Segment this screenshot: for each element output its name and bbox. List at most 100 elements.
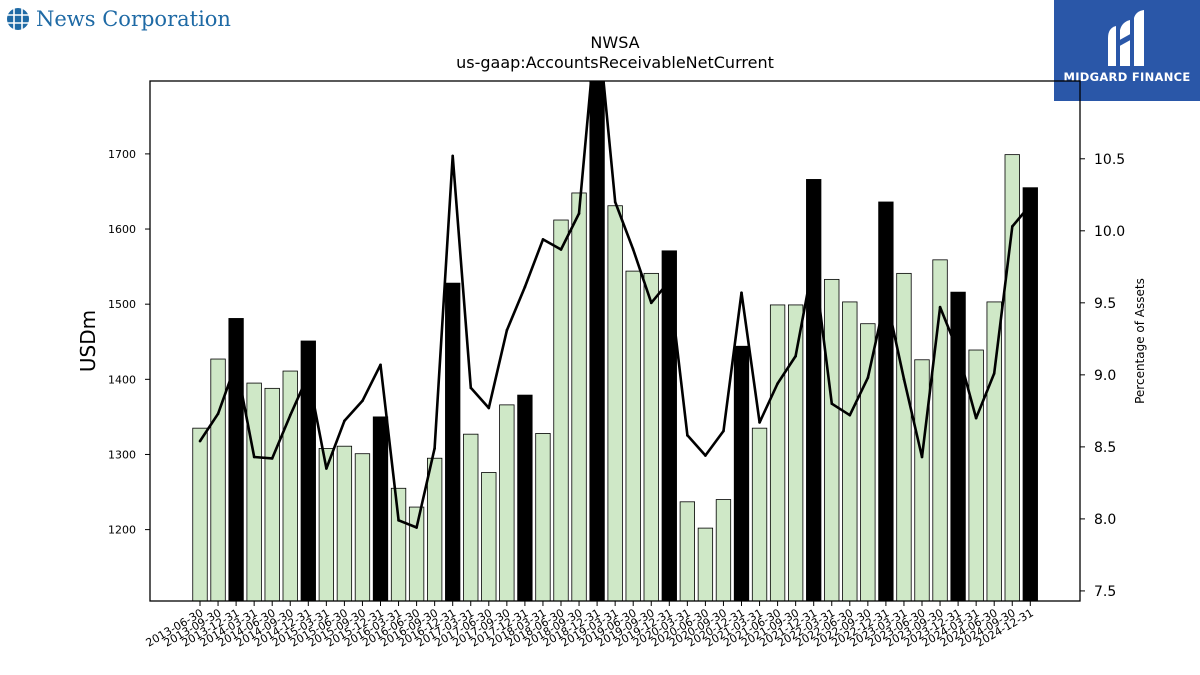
- line-point-2016-09-30: [433, 447, 436, 450]
- line-point-2024-06-30: [992, 372, 996, 375]
- bar-2019-12-31: [661, 250, 677, 601]
- line-point-2024-12-31: [1029, 203, 1032, 207]
- line-point-2015-06-30: [343, 419, 346, 423]
- line-point-2018-06-30: [559, 248, 563, 251]
- y-tick-label: 1300: [108, 448, 136, 461]
- line-point-2014-09-30: [288, 413, 292, 417]
- bar-2019-03-31: [607, 205, 623, 601]
- line-point-2014-03-31: [252, 455, 256, 459]
- line-point-2023-06-30: [920, 455, 924, 459]
- chart-subtitle: us-gaap:AccountsReceivableNetCurrent: [456, 53, 774, 72]
- bar-2015-06-30: [336, 445, 353, 601]
- globe-icon: [7, 8, 29, 30]
- line-point-2020-09-30: [722, 429, 725, 433]
- line-point-2021-06-30: [776, 382, 779, 385]
- bar-2014-12-31: [300, 340, 316, 601]
- line-point-2023-03-31: [902, 377, 906, 381]
- bar-2022-03-31: [824, 278, 840, 601]
- line-point-2019-03-31: [613, 200, 617, 204]
- line-point-2013-06-30: [198, 439, 202, 443]
- line-point-2023-12-31: [956, 350, 960, 354]
- line-point-2013-09-30: [216, 412, 220, 416]
- bar-2020-09-30: [715, 499, 732, 601]
- bar-2013-12-31: [228, 318, 244, 601]
- y2-tick-label: 10.0: [1094, 224, 1125, 240]
- line-point-2020-12-31: [740, 291, 743, 295]
- y-tick-label: 1200: [108, 524, 136, 537]
- bar-2014-03-31: [246, 382, 262, 601]
- bar-2024-03-31: [968, 349, 984, 601]
- y-tick-label: 1500: [108, 298, 136, 311]
- bar-2015-12-31: [372, 416, 389, 601]
- y-tick-label: 1700: [108, 148, 136, 161]
- bar-2016-09-30: [426, 457, 443, 601]
- y-tick-label: 1400: [108, 373, 136, 386]
- y-axis-label: USDm: [76, 310, 100, 372]
- brand-name: MIDGARD FINANCE: [1063, 70, 1191, 84]
- bar-2017-09-30: [499, 404, 515, 601]
- bar-2022-12-31: [878, 201, 894, 601]
- line-point-2013-12-31: [234, 362, 238, 365]
- bar-2021-06-30: [769, 304, 786, 601]
- brand-badge: MIDGARD FINANCE: [1054, 0, 1200, 101]
- line-point-2021-03-31: [758, 421, 761, 424]
- bar-2020-12-31: [733, 345, 750, 601]
- y2-axis-label: Percentage of Assets: [1133, 278, 1147, 404]
- line-point-2023-09-30: [938, 305, 942, 309]
- line-point-2019-06-30: [631, 248, 635, 251]
- bar-2021-09-30: [788, 304, 804, 601]
- bar-2019-09-30: [643, 272, 659, 601]
- line-point-2015-09-30: [361, 399, 364, 403]
- y2-tick-label: 8.0: [1094, 512, 1116, 528]
- y2-tick-label: 10.5: [1094, 152, 1125, 168]
- bar-2019-06-30: [625, 270, 641, 601]
- bar-2022-06-30: [842, 301, 858, 601]
- line-point-2016-06-30: [415, 526, 418, 529]
- y2-tick-label: 9.5: [1094, 296, 1116, 312]
- line-point-2014-12-31: [307, 373, 310, 377]
- bar-2013-06-30: [192, 427, 208, 601]
- bar-2013-09-30: [210, 358, 226, 601]
- line-point-2017-03-31: [469, 386, 473, 390]
- bar-2016-06-30: [408, 506, 425, 601]
- company-name: News Corporation: [36, 7, 231, 31]
- line-point-2022-06-30: [848, 413, 852, 417]
- bar-2018-09-30: [571, 192, 587, 601]
- bar-2022-09-30: [860, 323, 876, 601]
- bar-2016-03-31: [390, 487, 407, 601]
- bar-2017-03-31: [463, 433, 479, 601]
- bar-2023-03-31: [896, 272, 912, 601]
- line-point-2018-12-31: [596, 13, 599, 16]
- line-point-2021-09-30: [794, 354, 797, 358]
- line-point-2020-03-31: [686, 434, 689, 437]
- line-point-2022-03-31: [830, 402, 834, 405]
- bar-2014-09-30: [282, 370, 298, 601]
- line-point-2018-09-30: [577, 212, 581, 215]
- bar-2021-12-31: [806, 179, 822, 601]
- line-point-2019-12-31: [668, 279, 671, 283]
- line-point-2014-06-30: [270, 457, 274, 460]
- bar-2024-12-31: [1022, 187, 1038, 601]
- line-point-2016-12-31: [451, 154, 455, 158]
- y2-tick-label: 9.0: [1094, 368, 1116, 384]
- midgard-logo-icon: [1108, 10, 1144, 66]
- bar-2021-03-31: [751, 427, 768, 601]
- chart-title: NWSA: [590, 33, 639, 52]
- bar-2018-03-31: [535, 433, 551, 601]
- line-point-2020-06-30: [704, 454, 707, 457]
- line-point-2024-03-31: [974, 416, 978, 420]
- line-point-2019-09-30: [649, 301, 653, 305]
- bar-2017-06-30: [481, 472, 497, 601]
- bar-2015-09-30: [354, 453, 371, 601]
- line-point-2022-09-30: [866, 376, 870, 380]
- line-point-2021-12-31: [812, 258, 815, 261]
- bar-2018-12-31: [589, 81, 605, 601]
- bar-2016-12-31: [445, 282, 461, 601]
- line-point-2017-06-30: [487, 406, 491, 410]
- line-point-2022-12-31: [884, 294, 888, 297]
- line-point-2015-12-31: [379, 363, 382, 367]
- y-tick-label: 1600: [108, 223, 136, 236]
- company-header: News Corporation: [6, 4, 231, 34]
- bar-2017-12-31: [517, 394, 533, 601]
